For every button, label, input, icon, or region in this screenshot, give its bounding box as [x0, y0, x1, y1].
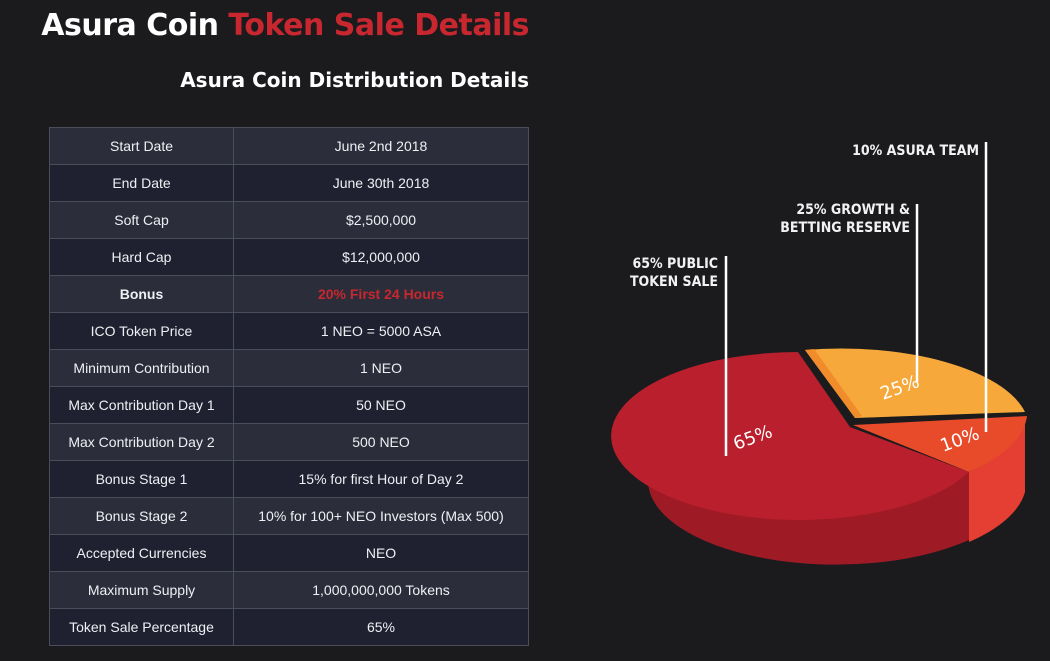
row-value: 50 NEO	[233, 386, 529, 424]
page-title: Asura Coin Token Sale Details	[0, 8, 529, 43]
row-label: Bonus	[49, 275, 234, 313]
row-value: 1 NEO	[233, 349, 529, 387]
callout-growth-line2: BETTING RESERVE	[780, 220, 910, 236]
title-accent: Token Sale Details	[228, 8, 529, 43]
table-row-bonus: Bonus 20% First 24 Hours	[49, 275, 529, 313]
row-value: June 30th 2018	[233, 164, 529, 202]
row-label: Bonus Stage 2	[49, 497, 234, 535]
callout-team-line1: 10% ASURA TEAM	[852, 143, 979, 159]
row-label: Max Contribution Day 2	[49, 423, 234, 461]
row-label: Max Contribution Day 1	[49, 386, 234, 424]
row-label: Start Date	[49, 127, 234, 165]
row-value: 15% for first Hour of Day 2	[233, 460, 529, 498]
pie-slice-public	[611, 352, 969, 520]
table-row: Soft Cap $2,500,000	[49, 201, 529, 239]
pie-slice-growth	[805, 348, 1025, 418]
row-label: Minimum Contribution	[49, 349, 234, 387]
table-row: Max Contribution Day 2 500 NEO	[49, 423, 529, 461]
token-sale-details-table: Start Date June 2nd 2018 End Date June 30t…	[49, 127, 529, 646]
section-subtitle: Asura Coin Distribution Details	[180, 68, 529, 92]
row-value: 10% for 100+ NEO Investors (Max 500)	[233, 497, 529, 535]
row-label: Soft Cap	[49, 201, 234, 239]
row-value: 1 NEO = 5000 ASA	[233, 312, 529, 350]
title-main: Asura Coin	[41, 8, 219, 43]
row-label: ICO Token Price	[49, 312, 234, 350]
table-row: End Date June 30th 2018	[49, 164, 529, 202]
row-label: End Date	[49, 164, 234, 202]
table-row: Bonus Stage 2 10% for 100+ NEO Investors …	[49, 497, 529, 535]
row-value-highlight: 20% First 24 Hours	[233, 275, 529, 313]
table-row: Max Contribution Day 1 50 NEO	[49, 386, 529, 424]
pie-side-public	[647, 410, 969, 565]
row-value: 65%	[233, 608, 529, 646]
distribution-pie-chart: 65% 25% 10% 65% PUBLIC TOKEN SALE 25% GR…	[611, 142, 1027, 565]
pie-slice-growth-edge	[805, 349, 862, 418]
table-row: Maximum Supply 1,000,000,000 Tokens	[49, 571, 529, 609]
row-value: June 2nd 2018	[233, 127, 529, 165]
row-label: Token Sale Percentage	[49, 608, 234, 646]
row-label: Accepted Currencies	[49, 534, 234, 572]
row-value: 500 NEO	[233, 423, 529, 461]
pie-slice-team	[853, 416, 1027, 472]
row-label: Hard Cap	[49, 238, 234, 276]
table-row: Minimum Contribution 1 NEO	[49, 349, 529, 387]
table-row: Token Sale Percentage 65%	[49, 608, 529, 646]
callout-public-line2: TOKEN SALE	[630, 274, 718, 290]
pie-side-team	[969, 420, 1025, 542]
row-label: Maximum Supply	[49, 571, 234, 609]
table-row: Bonus Stage 1 15% for first Hour of Day 2	[49, 460, 529, 498]
table-row: Hard Cap $12,000,000	[49, 238, 529, 276]
table-row: Accepted Currencies NEO	[49, 534, 529, 572]
row-value: $12,000,000	[233, 238, 529, 276]
row-value: NEO	[233, 534, 529, 572]
callout-public-line1: 65% PUBLIC	[632, 256, 718, 272]
row-label: Bonus Stage 1	[49, 460, 234, 498]
table-row: Start Date June 2nd 2018	[49, 127, 529, 165]
table-row: ICO Token Price 1 NEO = 5000 ASA	[49, 312, 529, 350]
row-value: 1,000,000,000 Tokens	[233, 571, 529, 609]
row-value: $2,500,000	[233, 201, 529, 239]
callout-growth-line1: 25% GROWTH &	[796, 202, 910, 218]
